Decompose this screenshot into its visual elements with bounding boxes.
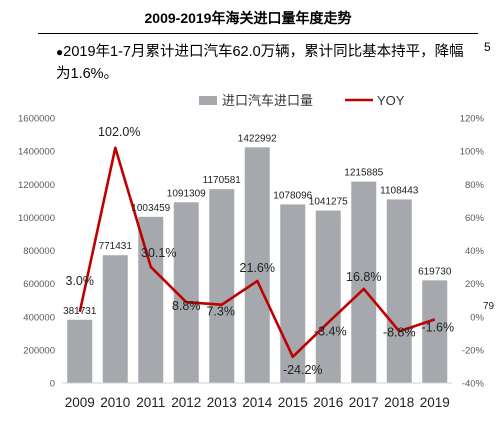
right-axis-tick: 80% (465, 180, 485, 191)
bar (67, 319, 93, 383)
summary-note: ●2019年1-7月累计进口汽车62.0万辆，累计同比基本持平，降幅为1.6%。 (56, 41, 476, 85)
bar-value-label: 619730 (418, 266, 452, 277)
left-axis-tick: 400000 (23, 312, 55, 323)
bar-value-label: 1003459 (131, 203, 170, 214)
x-axis-tick: 2013 (207, 395, 237, 410)
clipped-side-text: 79 (483, 301, 495, 312)
x-axis-tick: 2019 (420, 395, 450, 410)
yoy-value-label: 21.6% (240, 261, 275, 275)
bar-value-label: 771431 (99, 241, 133, 252)
x-axis-tick: 2015 (278, 395, 308, 410)
yoy-line (78, 146, 436, 359)
bar (386, 199, 412, 383)
bar-value-label: 381731 (63, 306, 97, 317)
summary-note-text: 2019年1-7月累计进口汽车62.0万辆，累计同比基本持平，降幅为1.6%。 (56, 44, 464, 82)
bar-value-label: 1078096 (273, 190, 312, 201)
bar-value-label: 1091309 (167, 188, 206, 199)
yoy-value-label: 3.0% (66, 274, 95, 288)
right-axis-ticks: -40% -20% 0% 20% 40% 60% 80% 100% 120% (460, 114, 485, 390)
title-divider (38, 33, 478, 34)
bar-value-label: 1108443 (380, 185, 419, 196)
legend-bar-swatch (199, 96, 217, 105)
yoy-value-label: -8.8% (383, 325, 416, 339)
right-axis-tick: 120% (460, 114, 485, 125)
bar-value-label: 1215885 (344, 168, 383, 179)
x-axis-tick: 2018 (384, 395, 414, 410)
bullet-icon: ● (56, 45, 64, 59)
yoy-value-label: -1.6% (421, 320, 454, 334)
right-axis-tick: 40% (465, 246, 485, 257)
right-axis-tick: 60% (465, 213, 485, 224)
legend-bar-label: 进口汽车进口量 (222, 93, 313, 108)
right-axis-tick: 0% (470, 312, 484, 323)
bar (351, 181, 377, 383)
yoy-value-label: -3.4% (314, 324, 347, 338)
left-axis-tick: 1000000 (18, 213, 55, 224)
bar (209, 189, 235, 383)
bar (315, 210, 341, 383)
yoy-value-label: 8.8% (172, 299, 201, 313)
bar (244, 147, 270, 383)
bar-value-label: 1170581 (203, 175, 242, 186)
bar (280, 204, 306, 383)
bar (102, 255, 128, 383)
x-axis-tick: 2016 (313, 395, 343, 410)
yoy-value-labels: 3.0% 102.0% 30.1% 8.8% 7.3% 21.6% -24.2% -3.4% 1… (66, 125, 455, 377)
x-axis-tick: 2014 (242, 395, 273, 410)
yoy-value-label: 30.1% (141, 246, 176, 260)
left-axis-tick: 0 (50, 379, 55, 390)
cutoff-text: 5 (484, 40, 491, 54)
left-axis-tick: 1200000 (18, 180, 55, 191)
left-axis-tick: 1600000 (18, 114, 55, 125)
yoy-line-series (78, 146, 436, 359)
bar (422, 280, 448, 383)
right-axis-tick: -40% (462, 379, 485, 390)
yoy-value-label: -24.2% (283, 363, 323, 377)
bar (138, 216, 164, 383)
right-axis-tick: -20% (462, 345, 485, 356)
x-axis-tick: 2012 (171, 395, 201, 410)
right-axis-tick: 100% (460, 147, 485, 158)
left-axis-tick: 800000 (23, 246, 55, 257)
x-axis-tick: 2009 (65, 395, 95, 410)
right-axis-tick: 20% (465, 279, 485, 290)
bar-series (67, 147, 448, 383)
x-axis-ticks: 2009 2010 2011 2012 2013 2014 2015 2016 2017 2018… (65, 395, 450, 410)
yoy-value-label: 102.0% (98, 125, 140, 139)
legend-line-label: YOY (377, 93, 405, 108)
yoy-value-label: 16.8% (346, 270, 381, 284)
bar-value-labels: 381731 771431 1003459 1091309 1170581 1422992… (63, 133, 452, 316)
x-axis-tick: 2010 (100, 395, 130, 410)
left-axis-ticks: 0 200000 400000 600000 800000 1000000 1200000 1… (18, 114, 55, 390)
yoy-value-label: 7.3% (207, 305, 236, 319)
x-axis-tick: 2011 (136, 395, 165, 410)
left-axis-tick: 600000 (23, 279, 55, 290)
x-axis-tick: 2017 (349, 395, 379, 410)
page-title: 2009-2019年海关进口量年度走势 (144, 10, 352, 26)
chart-legend: 进口汽车进口量 YOY (199, 93, 405, 108)
bar-value-label: 1041275 (309, 197, 348, 208)
left-axis-tick: 1400000 (18, 147, 55, 158)
left-axis-tick: 200000 (23, 345, 55, 356)
bar-value-label: 1422992 (238, 133, 277, 144)
